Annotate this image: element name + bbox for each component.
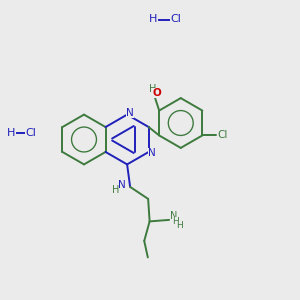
Text: N: N [170, 211, 177, 221]
Text: N: N [126, 108, 134, 118]
Text: Cl: Cl [170, 14, 181, 25]
Text: H: H [7, 128, 15, 139]
Text: Cl: Cl [26, 128, 36, 139]
Text: Cl: Cl [218, 130, 228, 140]
Text: N: N [148, 148, 156, 158]
Text: H: H [148, 84, 156, 94]
Text: H: H [112, 185, 119, 195]
Text: H: H [149, 14, 157, 25]
Text: N: N [118, 179, 126, 190]
Text: H: H [176, 221, 183, 230]
Text: H: H [172, 217, 179, 226]
Text: O: O [152, 88, 161, 98]
